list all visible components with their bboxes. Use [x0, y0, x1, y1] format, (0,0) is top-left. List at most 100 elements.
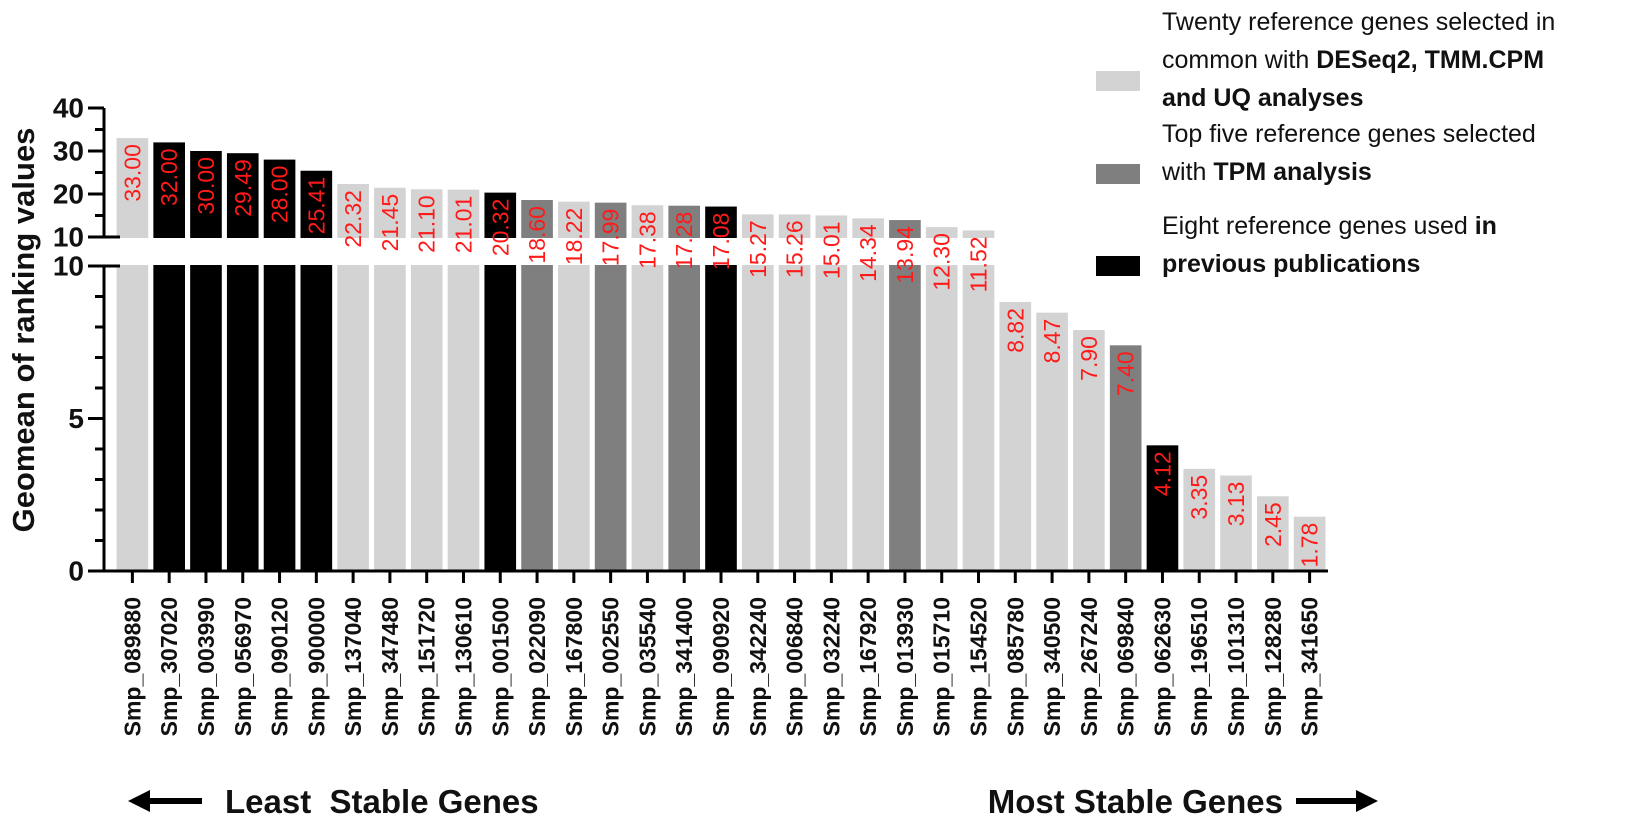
value-label: 28.00	[267, 166, 293, 224]
bar-Smp_089880	[116, 138, 149, 571]
bar-Smp_196510	[1183, 468, 1216, 571]
value-label: 17.08	[708, 213, 734, 271]
category-label: Smp_128280	[1260, 597, 1286, 736]
y-tick-label: 40	[53, 93, 84, 124]
least-stable-label: Least Stable Genes	[225, 783, 539, 820]
legend-text-line: and UQ analyses	[1162, 84, 1363, 112]
value-label: 4.12	[1149, 451, 1175, 496]
left-arrow-icon	[128, 790, 202, 812]
category-label: Smp_069840	[1113, 597, 1139, 736]
value-label: 12.30	[929, 233, 955, 291]
category-label: Smp_340500	[1039, 597, 1065, 736]
bar-Smp_341400	[668, 205, 701, 572]
category-label: Smp_341400	[671, 597, 697, 736]
y-tick-label: 20	[53, 179, 84, 210]
bar-Smp_003990	[190, 151, 222, 571]
category-label: Smp_137040	[340, 597, 366, 736]
legend-swatch-light	[1096, 71, 1140, 91]
category-label: Smp_154520	[966, 597, 992, 736]
category-label: Smp_032240	[818, 597, 844, 736]
category-label: Smp_347480	[377, 597, 403, 736]
value-labels: 33.00 32.00 30.00 29.49 28.00 25.41 22.32 21.45…	[119, 144, 1322, 567]
value-label: 7.90	[1076, 336, 1102, 381]
value-label: 18.60	[524, 206, 550, 264]
category-label: Smp_090920	[708, 597, 734, 736]
category-label: Smp_006840	[782, 597, 808, 736]
category-label: Smp_196510	[1186, 597, 1212, 736]
category-label: Smp_015710	[929, 597, 955, 736]
legend-swatch-black	[1096, 256, 1140, 276]
value-label: 8.82	[1002, 308, 1028, 353]
value-label: 20.32	[487, 199, 513, 257]
category-labels: Smp_089880 Smp_307020 Smp_003990 Smp_056970…	[119, 597, 1322, 736]
bar-Smp_090920	[705, 206, 737, 571]
legend-text-line: common with DESeq2, TMM.CPM	[1162, 46, 1544, 74]
category-label: Smp_167800	[561, 597, 587, 736]
bar-Smp_900000	[300, 170, 333, 571]
bar-Smp_340500	[1036, 312, 1068, 571]
bar-Smp_015710	[925, 227, 958, 572]
bar-Smp_101310	[1220, 475, 1252, 571]
value-label: 3.35	[1186, 475, 1212, 520]
category-label: Smp_056970	[230, 597, 256, 736]
value-label: 32.00	[156, 148, 182, 206]
value-label: 14.34	[855, 224, 881, 282]
y-tick-label: 30	[53, 136, 84, 167]
bar-Smp_167920	[852, 218, 884, 571]
category-label: Smp_001500	[487, 597, 513, 736]
value-label: 8.47	[1039, 319, 1065, 364]
value-label: 17.38	[634, 211, 660, 269]
y-tick-label: 10	[53, 222, 84, 253]
legend-text-line: Top five reference genes selected	[1162, 120, 1536, 148]
value-label: 21.01	[450, 196, 476, 254]
bar-Smp_154520	[962, 230, 995, 572]
bar-Smp_307020	[153, 142, 186, 571]
legend-text-line: with TPM analysis	[1161, 158, 1372, 186]
value-label: 2.45	[1260, 502, 1286, 547]
category-label: Smp_151720	[414, 597, 440, 736]
value-label: 11.52	[966, 236, 992, 292]
legend-text-line: Eight reference genes used in	[1162, 212, 1497, 240]
category-label: Smp_341650	[1297, 597, 1323, 736]
bar-Smp_267240	[1073, 330, 1105, 571]
legend-swatch-dark	[1096, 164, 1140, 184]
value-label: 7.40	[1113, 351, 1139, 396]
category-label: Smp_130610	[450, 597, 476, 736]
bars	[116, 138, 1326, 572]
bar-Smp_341650	[1293, 516, 1326, 571]
legend-text-line: Twenty reference genes selected in	[1162, 8, 1555, 36]
value-label: 13.94	[892, 226, 918, 284]
bar-Smp_342240	[741, 214, 774, 572]
bar-Smp_032240	[815, 215, 848, 571]
category-label: Smp_089880	[119, 597, 145, 736]
y-tick-label: 0	[68, 556, 84, 587]
value-label: 17.99	[598, 209, 624, 267]
value-label: 22.32	[340, 190, 366, 248]
right-arrow-icon	[1296, 790, 1378, 812]
bar-Smp_062630	[1146, 445, 1179, 571]
bar-Smp_006840	[778, 214, 811, 571]
value-label: 25.41	[303, 177, 329, 235]
bar-Smp_090120	[263, 159, 296, 571]
bar-Smp_085780	[999, 301, 1032, 571]
value-label: 15.26	[782, 220, 808, 278]
value-label: 21.10	[414, 195, 440, 253]
bar-Smp_013930	[889, 220, 921, 572]
bar-Smp_056970	[226, 153, 259, 571]
value-label: 18.22	[561, 208, 587, 266]
category-label: Smp_167920	[855, 597, 881, 736]
category-label: Smp_090120	[267, 597, 293, 736]
category-label: Smp_267240	[1076, 597, 1102, 736]
category-label: Smp_002550	[598, 597, 624, 736]
category-label: Smp_307020	[156, 597, 182, 736]
category-label: Smp_062630	[1149, 597, 1175, 736]
value-label: 21.45	[377, 194, 403, 252]
category-label: Smp_342240	[745, 597, 771, 736]
value-label: 3.13	[1223, 482, 1249, 527]
value-label: 1.78	[1297, 523, 1323, 568]
stability-annotations: Least Stable Genes Most Stable Genes	[128, 783, 1378, 820]
value-label: 15.01	[818, 221, 844, 279]
category-label: Smp_013930	[892, 597, 918, 736]
category-label: Smp_035540	[634, 597, 660, 736]
